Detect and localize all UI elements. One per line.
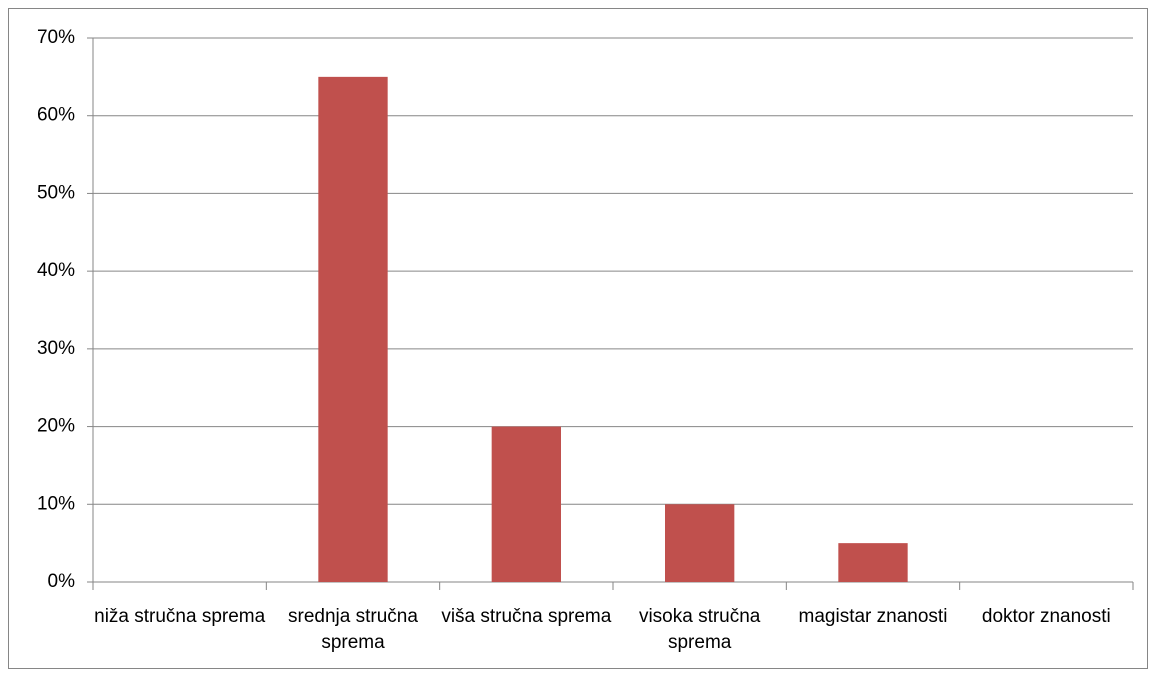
y-tick-label: 60% xyxy=(37,105,75,126)
y-tick-label: 10% xyxy=(37,493,75,514)
bar xyxy=(491,426,561,582)
x-tick-label: visoka stručna sprema xyxy=(638,606,761,653)
y-tick-label: 20% xyxy=(37,416,75,437)
y-tick-label: 50% xyxy=(37,182,75,203)
bar xyxy=(318,76,388,582)
x-tick-label: magistar znanosti xyxy=(798,606,948,627)
y-tick-label: 70% xyxy=(37,27,75,48)
x-tick-label: doktor znanosti xyxy=(981,606,1111,627)
y-tick-label: 40% xyxy=(37,260,75,281)
chart-border xyxy=(8,8,1148,669)
x-tick-label: srednja stručna sprema xyxy=(288,606,418,653)
x-tick-label: viša stručna sprema xyxy=(441,606,612,627)
x-tick-label: niža stručna sprema xyxy=(94,606,266,627)
bar xyxy=(665,504,735,582)
bar xyxy=(838,543,908,582)
y-tick-label: 30% xyxy=(37,338,75,359)
y-tick-label: 0% xyxy=(48,571,76,592)
